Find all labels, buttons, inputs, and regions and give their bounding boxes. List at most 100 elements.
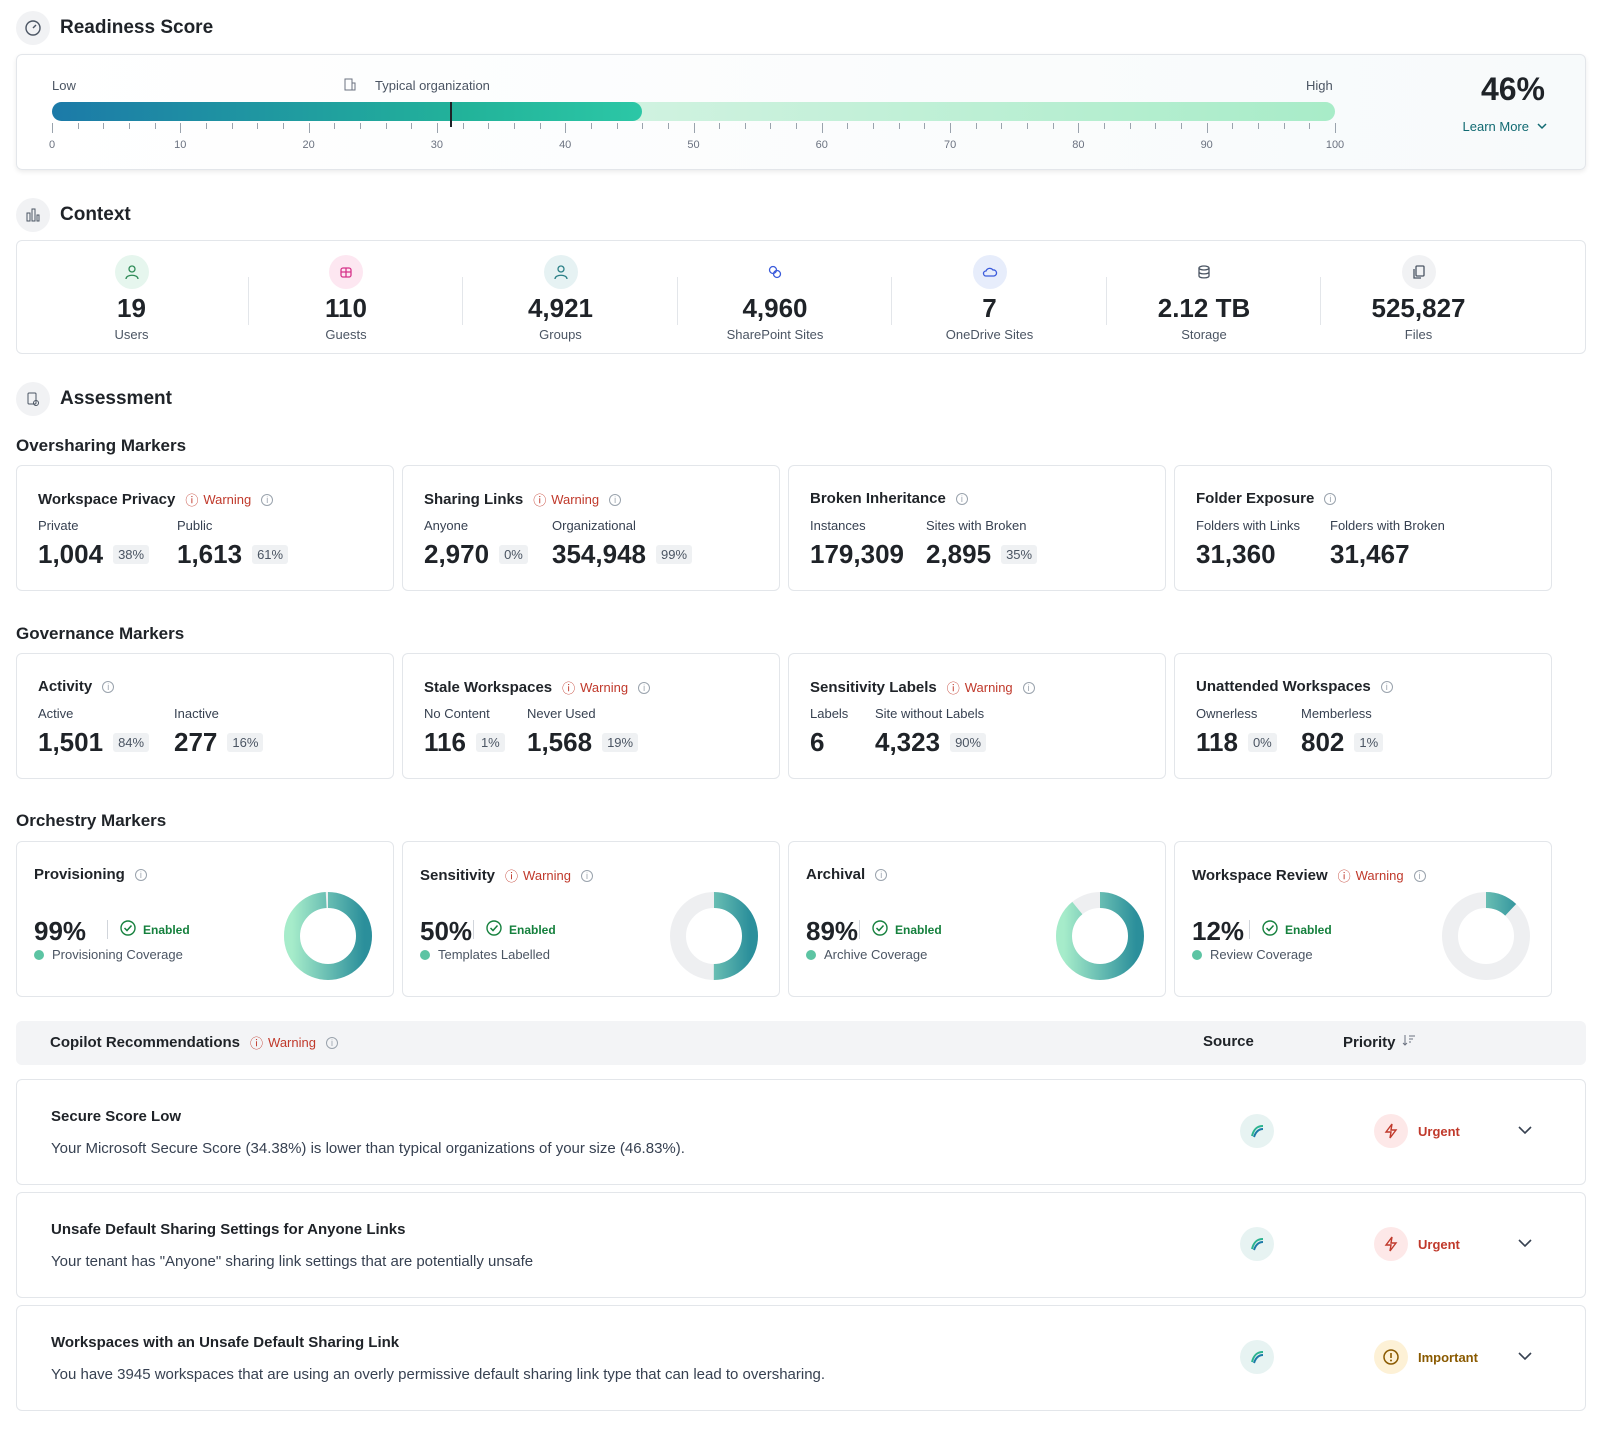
tick-mark [693,123,695,133]
user-icon [114,255,149,289]
sort-icon[interactable] [1402,1033,1416,1051]
tick-mark [1104,123,1106,129]
warning-icon: ⓘ [250,1036,264,1051]
context-label: Storage [1181,327,1227,342]
info-icon[interactable]: i [325,1036,338,1049]
context-value: 7 [982,293,997,323]
info-icon[interactable]: i [134,868,147,881]
tick-mark [180,123,182,133]
context-item-sharepoint-sites: 4,960 SharePoint Sites [666,241,885,355]
legend-dot [806,949,816,960]
info-icon[interactable]: i [1022,681,1035,694]
metric-label: Instances [810,518,866,533]
coverage-label: Templates Labelled [438,947,551,962]
enabled-status: Enabled [473,920,556,939]
metric-value: 1,501 [38,727,104,757]
card-title: Activity [38,678,93,695]
percent-badge: 1% [1354,733,1384,752]
card-title-row: Folder Exposure i [1196,490,1337,507]
metric-value: 1,004 [38,539,104,569]
metric-label: Folders with Broken [1330,518,1445,533]
card-title-row: Archival i [806,866,888,883]
recommendations-title-row: Copilot Recommendations ⓘ Warning i [50,1033,338,1052]
score-ticks [52,123,1336,135]
tick-mark [821,123,823,133]
metric-column: Organizational 354,948 99% [552,518,693,570]
info-icon[interactable]: i [609,493,622,506]
metric-label: Folders with Links [1196,518,1301,533]
card-title-row: Provisioning i [34,866,147,883]
metric-row: 31,467 [1330,539,1445,570]
card-title: Sharing Links [424,491,524,508]
enabled-label: Enabled [143,922,190,937]
metric-value: 4,323 [875,727,941,757]
metric-column: No Content 116 1% [424,706,505,758]
check-circle-icon [1262,920,1278,939]
info-icon[interactable]: i [261,493,274,506]
recommendations-title: Copilot Recommendations [50,1034,241,1051]
coverage-label: Provisioning Coverage [52,947,183,962]
info-icon[interactable]: i [875,868,888,881]
oversharing-title: Oversharing Markers [16,436,187,455]
chart-icon [16,198,50,232]
metric-value: 1,568 [527,727,593,757]
tick-mark [770,123,772,129]
readiness-score: 46% [1480,71,1545,107]
metric-column: Sites with Broken 2,895 35% [926,518,1038,570]
expand-chevron-icon[interactable] [1517,1122,1533,1143]
tick-mark [1258,123,1260,129]
readiness-title: Readiness Score [60,17,214,38]
tick-mark [642,123,644,129]
metric-row: 277 16% [174,727,264,758]
metric-row: 4,323 90% [875,727,987,758]
learn-more-button[interactable]: Learn More [1463,119,1547,134]
metric-value: 116 [424,727,466,757]
info-icon[interactable]: i [102,680,115,693]
context-value: 110 [325,293,367,323]
context-value: 4,960 [742,293,808,323]
card-title-row: Sensitivity Labels ⓘ Warning i [810,678,1035,697]
score-track [52,102,1335,127]
warning-label: Warning [268,1035,316,1050]
tick-mark [1129,123,1131,129]
card-title-row: Sensitivity ⓘ Warning i [420,866,593,885]
tick-mark [308,123,310,133]
metric-row: 31,360 [1196,539,1300,570]
priority-label: Urgent [1418,1123,1460,1139]
expand-chevron-icon[interactable] [1517,1348,1533,1369]
enabled-label: Enabled [895,922,942,937]
tick-mark [1052,123,1054,129]
tick-mark [744,123,746,129]
tick-mark [436,123,438,133]
recommendation-description: Your tenant has "Anyone" sharing link se… [51,1253,534,1270]
metric-value: 2,970 [424,539,490,569]
info-icon[interactable]: i [580,869,593,882]
card-title: Provisioning [34,866,125,883]
tick-mark [1283,123,1285,129]
expand-chevron-icon[interactable] [1517,1235,1533,1256]
metric-label: No Content [424,706,490,721]
score-fill [52,102,643,121]
card-title: Archival [806,866,866,883]
tick-label: 20 [302,139,315,151]
recommendation-card[interactable]: Secure Score Low Your Microsoft Secure Sc… [16,1079,1586,1185]
recommendation-title: Workspaces with an Unsafe Default Sharin… [51,1334,400,1351]
warning-label: Warning [1355,868,1404,883]
info-icon[interactable]: i [1413,869,1426,882]
tick-label: 10 [174,139,187,151]
recommendation-card[interactable]: Unsafe Default Sharing Settings for Anyo… [16,1192,1586,1298]
typical-marker [449,102,452,127]
info-icon[interactable]: i [1380,680,1393,693]
metric-value: 118 [1196,727,1238,757]
metric-label: Labels [810,706,849,721]
info-icon[interactable]: i [638,681,651,694]
divider [1105,277,1107,325]
info-icon[interactable]: i [955,492,968,505]
context-label: Files [1404,327,1433,342]
context-header: Context [16,198,131,232]
priority-column-header[interactable]: Priority [1343,1033,1416,1051]
recommendation-card[interactable]: Workspaces with an Unsafe Default Sharin… [16,1305,1586,1411]
source-column-header[interactable]: Source [1203,1033,1254,1050]
card-title: Unattended Workspaces [1196,678,1371,695]
info-icon[interactable]: i [1324,492,1337,505]
